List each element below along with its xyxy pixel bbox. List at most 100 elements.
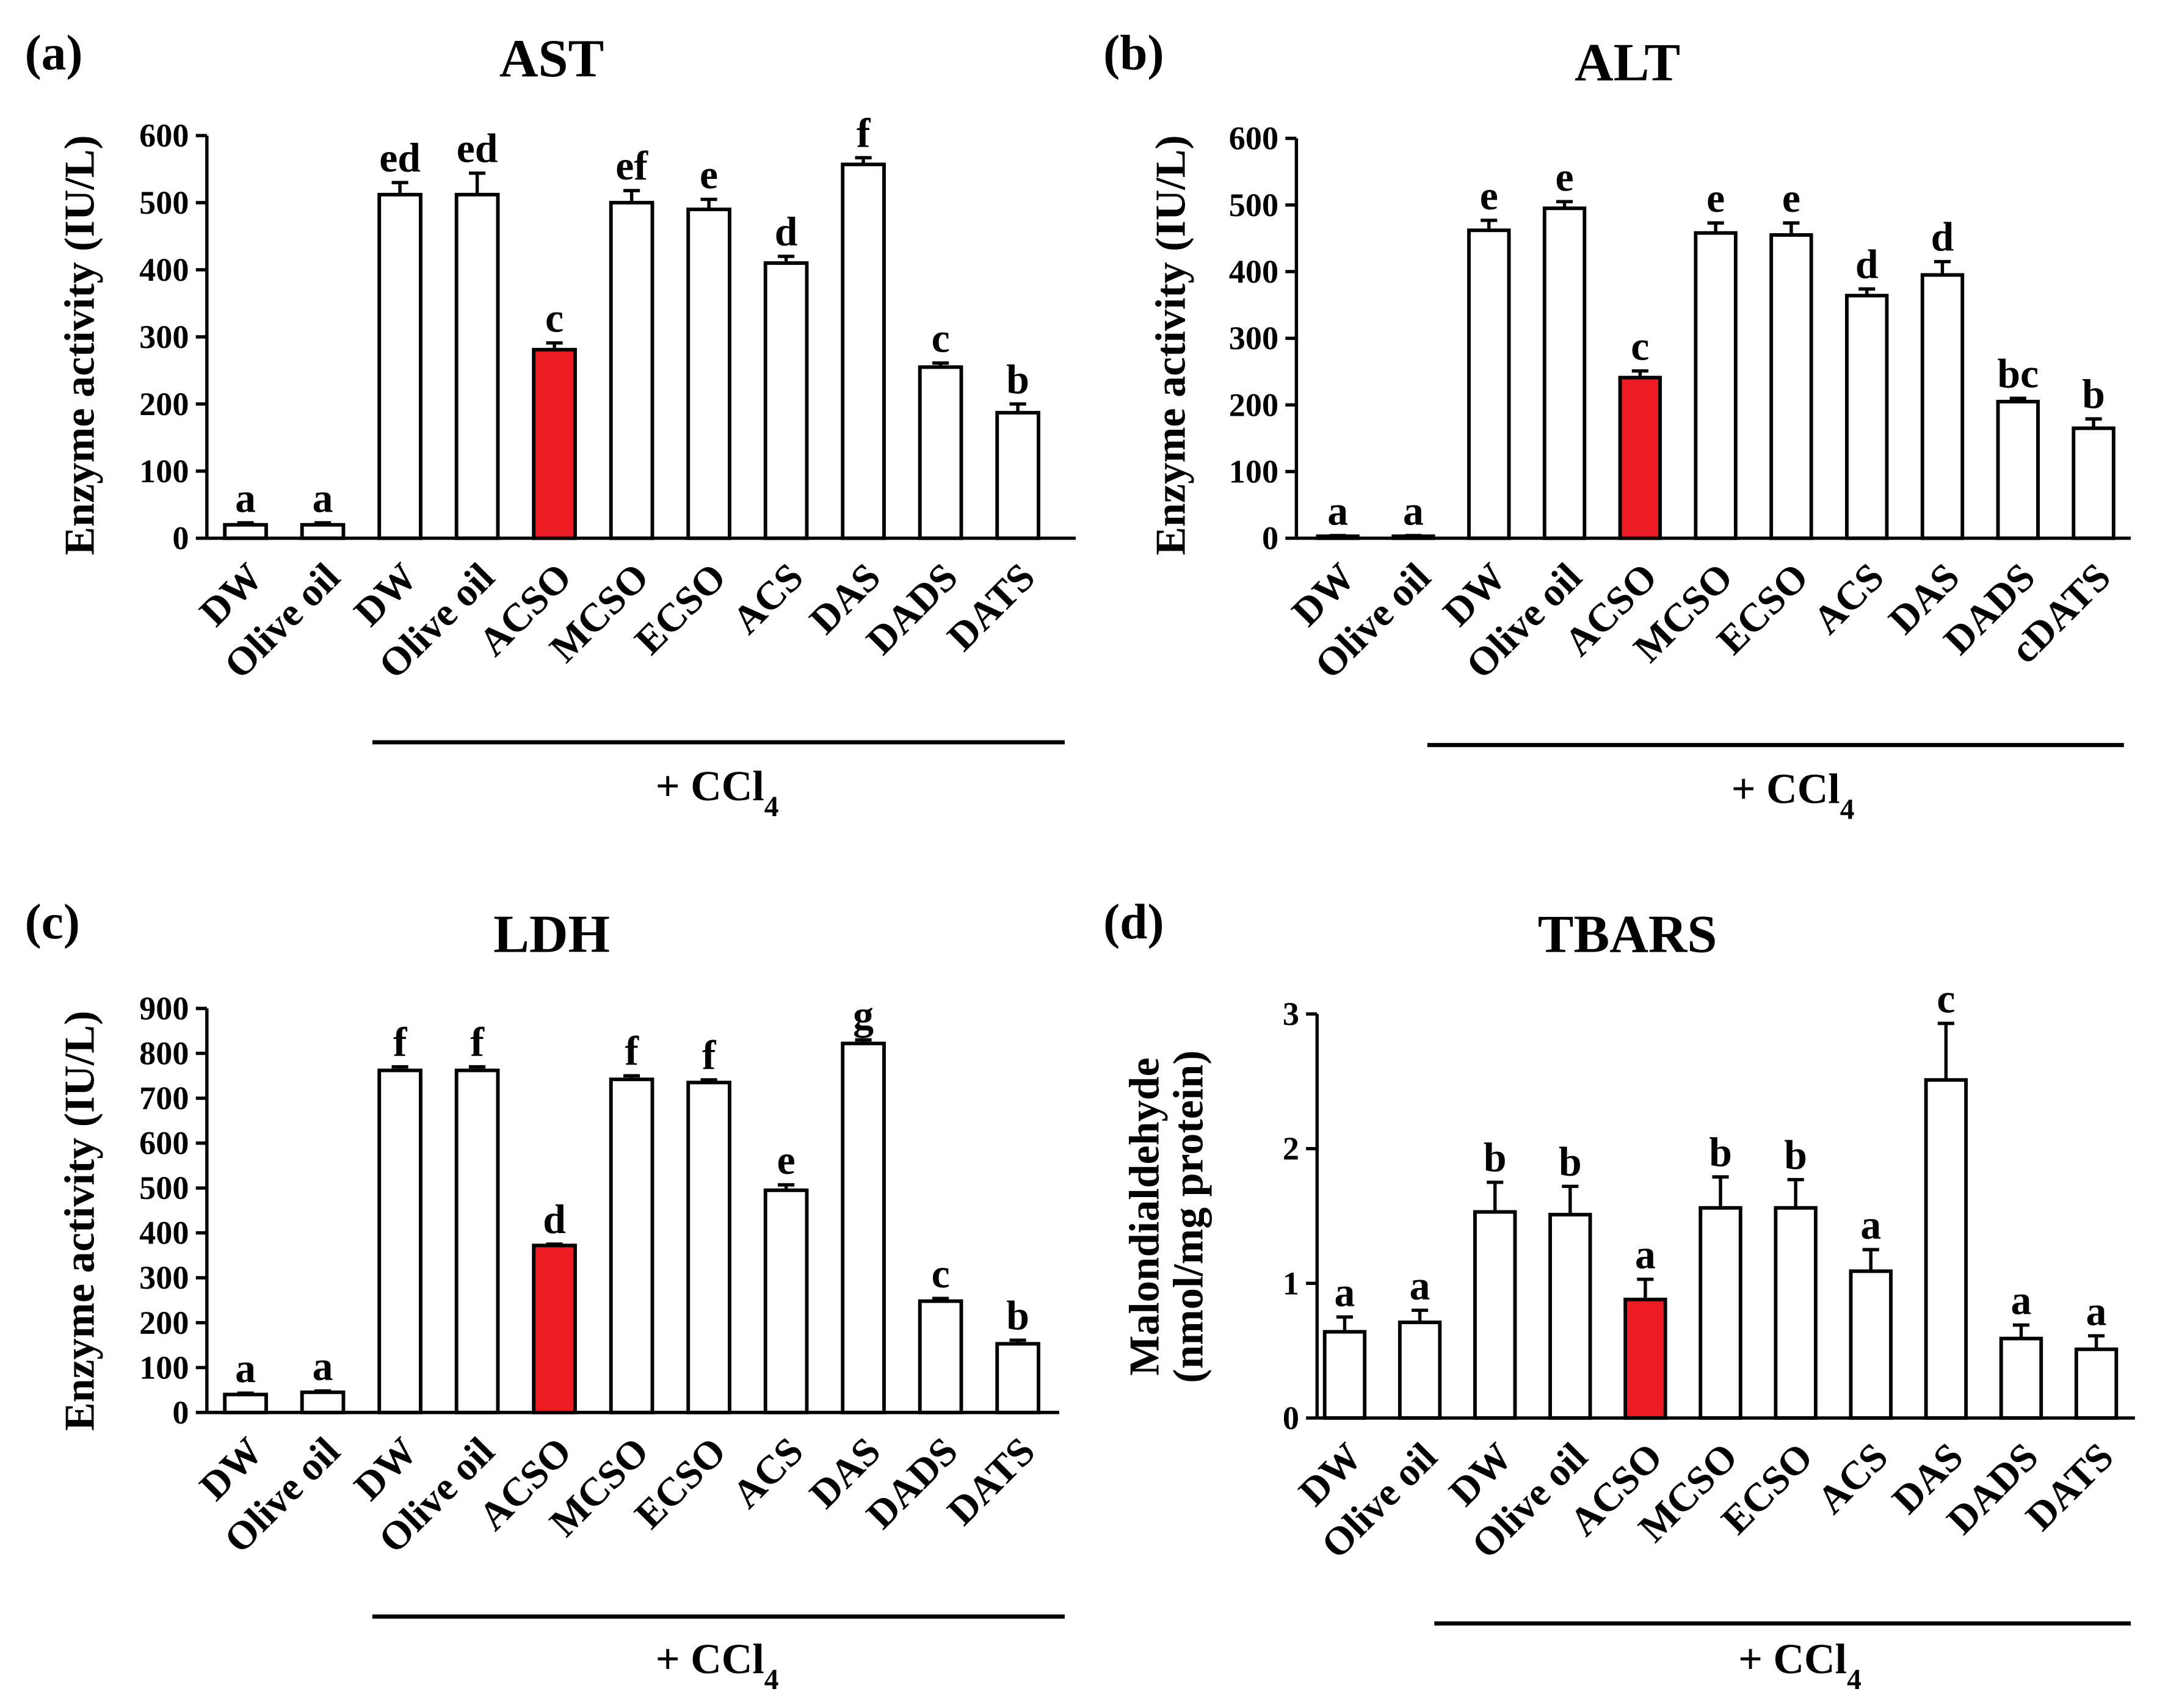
bar-ast-5 — [532, 347, 577, 540]
y-axis-label: Malondialdehyde — [1121, 1057, 1168, 1375]
significance-letter: e — [1782, 175, 1800, 221]
significance-letter: b — [1006, 356, 1029, 402]
ccl4-group-label: + CCl4 — [1731, 765, 1855, 825]
significance-letter: e — [1706, 175, 1725, 221]
significance-letter: a — [235, 475, 256, 521]
y-tick-label: 0 — [172, 520, 189, 557]
y-tick-label: 200 — [139, 386, 189, 422]
bar-alt-8 — [1845, 294, 1889, 540]
significance-letter: g — [853, 992, 874, 1038]
bar-ldh-3 — [377, 1068, 422, 1414]
bar-ldh-8 — [763, 1188, 809, 1414]
significance-letter: a — [1410, 1262, 1430, 1308]
significance-letter: f — [857, 110, 871, 156]
y-tick-label: 100 — [139, 453, 189, 490]
significance-letter: a — [2086, 1288, 2107, 1334]
bar-ast-4 — [454, 192, 500, 540]
y-tick-label: 400 — [1229, 253, 1278, 290]
x-tick-label: ACS — [1805, 555, 1893, 643]
bar-tbars-6 — [1698, 1206, 1742, 1420]
bar-ldh-5 — [532, 1243, 577, 1414]
y-axis-label: Enzyme activity (IU/L) — [57, 135, 104, 555]
bar-ldh-11 — [995, 1342, 1040, 1414]
y-tick-label: 900 — [139, 990, 189, 1027]
y-axis-label: Enzyme activity (IU/L) — [1147, 135, 1194, 555]
bar-tbars-2 — [1398, 1320, 1442, 1420]
significance-letter: e — [1556, 154, 1574, 200]
ccl4-group-label: + CCl4 — [1738, 1636, 1862, 1696]
panel-label: (d) — [1103, 894, 1164, 949]
y-tick-label: 300 — [1229, 320, 1278, 356]
y-tick-label: 600 — [1229, 120, 1278, 157]
bar-tbars-9 — [1924, 1078, 1968, 1420]
y-tick-label: 2 — [1283, 1131, 1299, 1167]
significance-letter: bc — [1997, 350, 2039, 396]
significance-letter: ed — [379, 135, 421, 181]
significance-letter: a — [313, 1344, 333, 1389]
bar-alt-11 — [2072, 426, 2115, 540]
bar-alt-4 — [1542, 206, 1587, 540]
significance-letter: e — [700, 151, 718, 197]
bar-ast-3 — [377, 192, 422, 540]
significance-letter: e — [777, 1137, 796, 1183]
panel-ast: (a) AST Enzyme activity (IU/L) 0 100 200 300 40… — [25, 26, 1076, 823]
panel-tbars: (d) TBARS Malondialdehyde(nmol/mg protein)… — [1103, 894, 2135, 1696]
y-axis-label: Enzyme activity (IU/L) — [57, 1011, 104, 1431]
y-tick-label: 600 — [139, 117, 189, 154]
significance-letter: c — [1631, 324, 1649, 369]
y-tick-label: 500 — [139, 1170, 189, 1206]
significance-letter: c — [932, 1251, 950, 1297]
chart-title: ALT — [1575, 34, 1680, 93]
bar-alt-3 — [1467, 228, 1511, 540]
x-tick-label: ACS — [724, 1429, 812, 1517]
bar-ast-6 — [609, 201, 654, 540]
significance-letter: ed — [457, 126, 498, 172]
y-tick-label: 500 — [1229, 187, 1278, 223]
x-tick-label: DATS — [939, 1429, 1043, 1533]
bar-tbars-1 — [1322, 1330, 1367, 1420]
bar-alt-6 — [1694, 231, 1738, 540]
ccl4-group-label-subscript: 4 — [1840, 794, 1855, 825]
significance-letter: ef — [615, 143, 648, 189]
chart-title: AST — [499, 29, 604, 89]
bar-tbars-7 — [1774, 1206, 1818, 1420]
x-tick-label: DATS — [2018, 1435, 2122, 1539]
significance-letter: a — [2011, 1278, 2032, 1323]
bar-ast-10 — [918, 365, 963, 540]
bar-tbars-3 — [1473, 1210, 1517, 1420]
significance-letter: e — [1480, 173, 1498, 219]
ccl4-group-label-text: + CCl — [656, 763, 764, 810]
chart-title: TBARS — [1538, 905, 1717, 964]
x-tick-label: ACS — [1809, 1435, 1897, 1522]
ccl4-group-label-subscript: 4 — [1847, 1664, 1862, 1696]
bar-ldh-1 — [223, 1392, 268, 1414]
y-tick-label: 100 — [139, 1349, 189, 1386]
panel-label: (c) — [25, 894, 80, 949]
significance-letter: d — [543, 1196, 566, 1242]
y-tick-label: 3 — [1283, 996, 1299, 1032]
bar-ldh-10 — [918, 1299, 963, 1414]
panel-label: (b) — [1103, 26, 1164, 81]
bar-ldh-9 — [841, 1041, 886, 1414]
bar-ast-11 — [995, 411, 1040, 540]
y-tick-label: 500 — [139, 184, 189, 221]
significance-letter: d — [1931, 214, 1954, 260]
significance-letter: a — [1335, 1269, 1355, 1315]
y-tick-label: 0 — [1262, 520, 1278, 557]
bar-alt-5 — [1618, 375, 1662, 540]
bar-ldh-7 — [686, 1080, 731, 1414]
bar-alt-10 — [1996, 399, 2040, 540]
bar-ast-8 — [763, 261, 809, 540]
significance-letter: f — [625, 1028, 639, 1074]
y-tick-label: 0 — [172, 1394, 189, 1431]
ccl4-group-label-text: + CCl — [1731, 765, 1840, 812]
panel-label: (a) — [25, 26, 83, 81]
y-axis-label: (nmol/mg protein) — [1166, 1051, 1213, 1383]
ccl4-group-label-text: + CCl — [656, 1636, 764, 1683]
significance-letter: c — [932, 316, 950, 361]
bar-alt-9 — [1920, 273, 1965, 540]
bar-ldh-2 — [300, 1390, 346, 1414]
significance-letter: f — [470, 1019, 485, 1065]
significance-letter: f — [702, 1032, 717, 1078]
